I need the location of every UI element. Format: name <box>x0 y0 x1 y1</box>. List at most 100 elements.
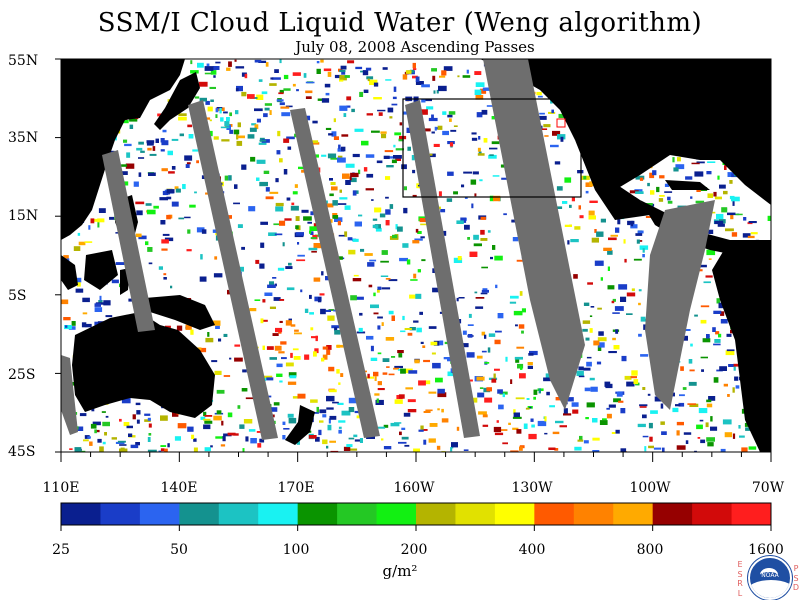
cloud-cell <box>369 259 377 262</box>
cloud-cell <box>626 313 633 315</box>
cloud-cell <box>227 432 236 436</box>
cloud-cell <box>391 315 395 321</box>
cloud-cell <box>343 113 347 117</box>
cloud-cell <box>146 141 154 146</box>
cloud-cell <box>539 112 545 115</box>
cloud-cell <box>461 184 465 188</box>
cloud-cell <box>160 220 166 225</box>
cloud-cell <box>494 368 500 371</box>
cloud-cell <box>380 131 387 134</box>
cloud-cell <box>97 438 102 443</box>
cloud-cell <box>650 190 655 195</box>
cloud-cell <box>215 325 220 329</box>
cloud-cell <box>474 71 482 75</box>
cloud-cell <box>451 442 458 448</box>
cloud-cell <box>742 233 751 238</box>
cloud-cell <box>642 254 645 258</box>
cloud-cell <box>469 251 478 257</box>
cloud-cell <box>463 449 469 451</box>
cloud-cell <box>105 315 113 318</box>
cloud-cell <box>287 413 294 418</box>
lat-label-35n: 35N <box>8 130 39 146</box>
colorbar-label-100: 100 <box>282 542 310 558</box>
cloud-cell <box>416 327 422 333</box>
cloud-cell <box>129 116 138 122</box>
cloud-cell <box>493 426 502 433</box>
cloud-cell <box>750 232 758 235</box>
cloud-cell <box>484 334 487 339</box>
cloud-cell <box>204 447 211 452</box>
cloud-cell <box>690 343 693 347</box>
cloud-cell <box>457 256 462 261</box>
cloud-cell <box>493 195 501 202</box>
cloud-cell <box>383 424 389 428</box>
cloud-cell <box>269 191 279 194</box>
cloud-cell <box>480 292 488 295</box>
cloud-cell <box>422 128 431 132</box>
cloud-cell <box>437 408 440 411</box>
cloud-cell <box>352 238 359 242</box>
cloud-cell <box>115 262 125 265</box>
cloud-cell <box>227 412 233 418</box>
cloud-cell <box>354 221 362 227</box>
cloud-cell <box>495 284 498 289</box>
cloud-cell <box>90 218 95 224</box>
cloud-cell <box>713 310 722 314</box>
cloud-cell <box>256 118 261 123</box>
cloud-cell <box>637 230 644 234</box>
cloud-cell <box>325 203 334 208</box>
cloud-cell <box>505 356 508 362</box>
cloud-cell <box>277 267 285 271</box>
cloud-cell <box>353 274 359 277</box>
cloud-cell <box>359 438 363 443</box>
cloud-cell <box>248 429 256 432</box>
cloud-cell <box>135 201 145 205</box>
cloud-cell <box>443 230 447 236</box>
cloud-cell <box>540 128 548 130</box>
cloud-cell <box>606 407 610 410</box>
cloud-cell <box>727 212 736 216</box>
cloud-cell <box>147 147 152 151</box>
cloud-cell <box>130 444 139 449</box>
cloud-cell <box>148 262 153 265</box>
cloud-cell <box>160 149 165 152</box>
cloud-cell <box>209 119 212 122</box>
cloud-cell <box>242 448 245 452</box>
cloud-cell <box>237 224 243 228</box>
cloud-cell <box>350 295 357 301</box>
cloud-cell <box>667 200 673 204</box>
cloud-cell <box>639 406 647 408</box>
swath-7 <box>61 355 78 435</box>
cloud-cell <box>296 259 306 262</box>
cloud-cell <box>629 190 639 194</box>
cloud-cell <box>370 357 378 361</box>
cloud-cell <box>341 134 349 137</box>
cloud-cell <box>367 78 370 82</box>
cloud-cell <box>316 61 320 64</box>
cloud-cell <box>494 432 504 436</box>
cloud-cell <box>129 124 134 129</box>
cloud-cell <box>324 83 331 88</box>
lon-label-170e: 170E <box>277 480 315 496</box>
cloud-cell <box>696 161 705 164</box>
cloud-cell <box>546 391 550 396</box>
cloud-cell <box>102 441 106 445</box>
cloud-cell <box>720 319 728 324</box>
cloud-cell <box>138 157 145 159</box>
noaa-wave-shape <box>750 580 790 598</box>
cloud-cell <box>305 81 315 84</box>
cloud-cell <box>290 352 293 358</box>
cloud-cell <box>446 198 453 202</box>
cloud-cell <box>279 320 283 323</box>
cloud-cell <box>495 330 502 333</box>
cloud-cell <box>247 134 255 139</box>
cloud-cell <box>205 337 214 343</box>
cloud-cell <box>476 355 483 359</box>
cloud-cell <box>228 175 232 181</box>
cloud-cell <box>265 187 270 192</box>
cloud-cell <box>339 79 344 82</box>
cloud-cell <box>460 217 467 223</box>
cloud-cell <box>204 72 213 75</box>
cloud-cell <box>215 436 223 439</box>
